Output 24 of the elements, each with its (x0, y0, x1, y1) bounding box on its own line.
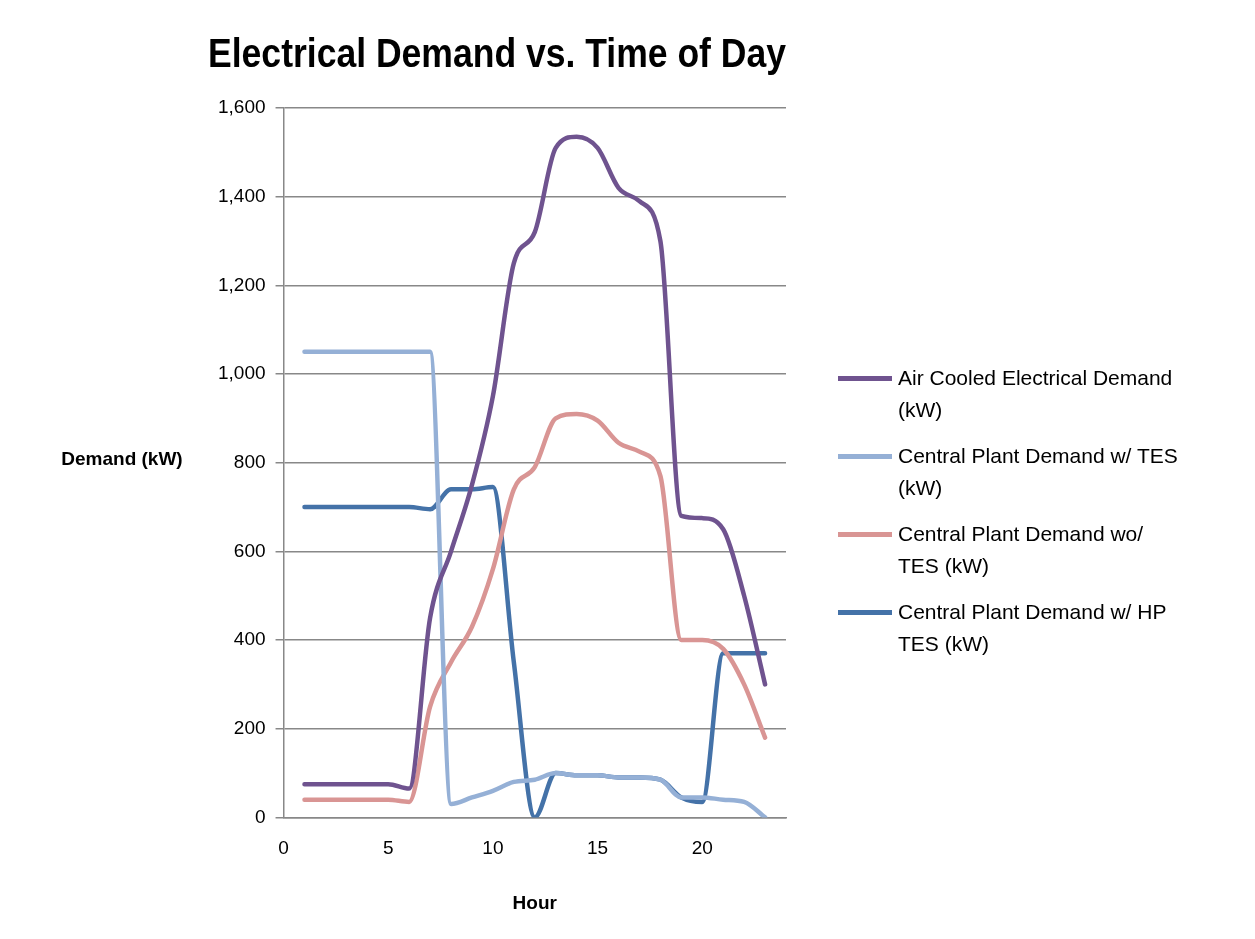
legend-label: Air Cooled Electrical Demand (kW) (898, 365, 1174, 423)
chart-title: Electrical Demand vs. Time of Day (208, 31, 786, 76)
x-tick-label: 20 (691, 837, 713, 859)
x-tick-label: 15 (587, 837, 609, 859)
y-tick-label: 800 (233, 450, 266, 472)
x-tick-label: 0 (278, 837, 289, 859)
y-tick-label: 1,600 (218, 96, 266, 118)
y-tick-label: 600 (233, 539, 266, 561)
line-series (302, 349, 768, 818)
y-tick-label: 0 (254, 805, 266, 827)
x-tick-label: 5 (382, 837, 394, 859)
line-series (302, 411, 768, 805)
y-tick-label: 1,000 (218, 362, 266, 384)
y-tick-label: 1,400 (218, 184, 266, 206)
line-series (302, 134, 768, 791)
y-axis-title: Demand (kW) (61, 447, 183, 469)
y-tick-label: 200 (233, 716, 266, 738)
y-tick-label: 400 (233, 628, 266, 650)
y-tick-label: 1,200 (218, 273, 266, 295)
legend-label: Central Plant Demand wo/ TES (kW) (898, 521, 1145, 579)
legend-label: Central Plant Demand w/ HP TES (kW) (898, 599, 1168, 657)
x-axis-title: Hour (512, 891, 558, 913)
legend-label: Central Plant Demand w/ TES (kW) (898, 443, 1179, 501)
x-tick-label: 10 (482, 837, 504, 859)
